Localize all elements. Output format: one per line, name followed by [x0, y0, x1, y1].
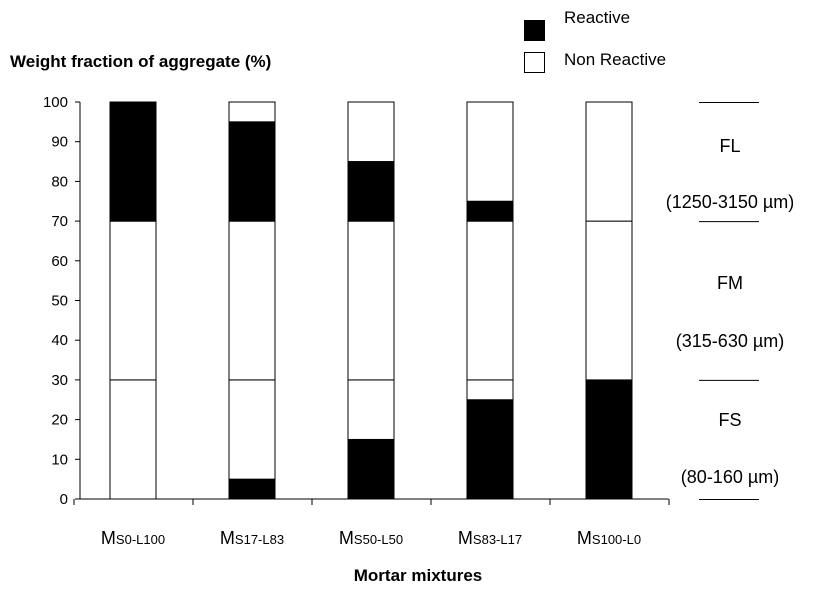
- x-tick-label: MS83-L17: [458, 528, 522, 548]
- zone-range-fm: (315-630 µm): [675, 331, 785, 351]
- bar-segment-fm-non-reactive: [228, 220, 276, 381]
- y-tick-label: 100: [43, 94, 68, 111]
- x-axis-title: Mortar mixtures: [353, 566, 483, 585]
- bar-segment-fl-reactive: [347, 161, 395, 222]
- bar-segment-fl-non-reactive: [585, 101, 633, 222]
- y-tick-label: 60: [51, 253, 68, 270]
- y-tick-label: 10: [51, 451, 68, 468]
- x-tick-label: MS17-L83: [220, 528, 284, 548]
- zone-name-fm: FM: [717, 273, 743, 293]
- bar-segment-fl-reactive: [228, 121, 276, 222]
- legend-swatch-reactive: [524, 20, 545, 41]
- y-tick-label: 80: [51, 173, 68, 190]
- bar-segment-fl-reactive: [466, 200, 514, 222]
- y-tick-label: 40: [51, 332, 68, 349]
- bar-segment-fm-non-reactive: [109, 220, 157, 381]
- zone-name-fs: FS: [718, 410, 742, 430]
- bar-segment-fm-non-reactive: [347, 220, 395, 381]
- legend-label-non-reactive: Non Reactive: [564, 50, 667, 69]
- bar-segment-fs-reactive: [347, 438, 395, 500]
- bar-segment-fl-reactive: [109, 101, 157, 222]
- y-tick-label: 50: [51, 293, 68, 310]
- legend-swatch-non-reactive: [524, 52, 545, 73]
- y-tick-label: 0: [60, 491, 68, 508]
- y-axis-title: Weight fraction of aggregate (%): [10, 52, 272, 71]
- y-tick-label: 20: [51, 412, 68, 429]
- y-tick-label: 90: [51, 134, 68, 151]
- legend-label-reactive: Reactive: [564, 8, 631, 27]
- x-tick-label: MS50-L50: [339, 528, 403, 548]
- x-tick-label: MS100-L0: [577, 528, 641, 548]
- bar-segment-fm-non-reactive: [585, 220, 633, 381]
- y-tick-label: 30: [51, 372, 68, 389]
- zone-name-fl: FL: [719, 136, 741, 156]
- x-tick-label: MS0-L100: [101, 528, 165, 548]
- y-tick-label: 70: [51, 213, 68, 230]
- bar-segment-fs-reactive: [585, 379, 633, 500]
- bar-segment-fs-non-reactive: [109, 379, 157, 500]
- bar-segment-fm-non-reactive: [466, 220, 514, 381]
- zone-range-fl: (1250-3150 µm): [665, 192, 795, 212]
- bar-segment-fs-reactive: [466, 399, 514, 500]
- zone-range-fs: (80-160 µm): [680, 467, 780, 487]
- bar-segment-fs-reactive: [228, 478, 276, 500]
